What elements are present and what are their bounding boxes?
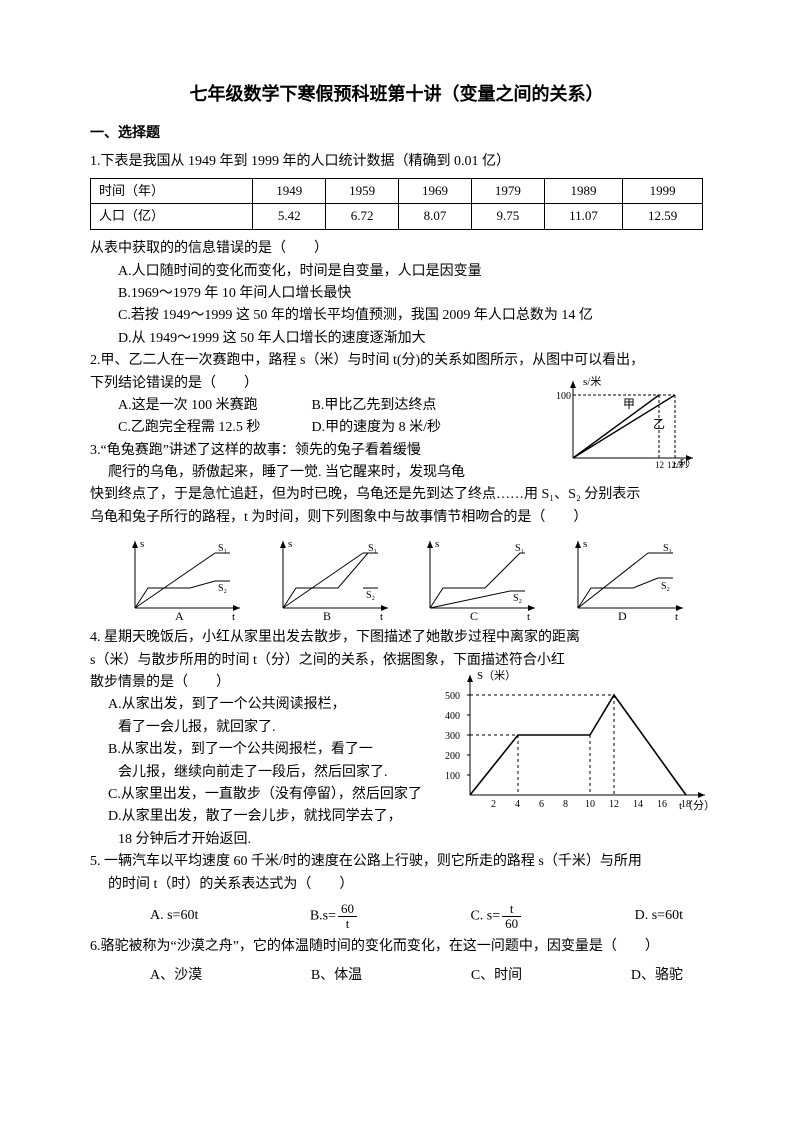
table-cell: 12.59	[623, 204, 703, 230]
svg-text:D: D	[618, 609, 627, 623]
q3-l3: 快到终点了，于是急忙追赶，但为时已晚，乌龟还是先到达了终点……用 S₁、S₂ 分…	[90, 484, 703, 506]
svg-text:14: 14	[633, 799, 643, 810]
table-header: 1979	[471, 178, 544, 204]
table-header: 1949	[253, 178, 326, 204]
q1-stem: 1.下表是我国从 1949 年到 1999 年的人口统计数据（精确到 0.01 …	[90, 151, 703, 173]
q2-optC: C.乙跑完全程需 12.5 秒	[118, 417, 308, 439]
table-header: 1989	[544, 178, 623, 204]
svg-text:S₂: S₂	[366, 590, 375, 601]
svg-text:S₁: S₁	[368, 543, 377, 554]
table-cell: 人口（亿）	[91, 204, 253, 230]
svg-text:S₁: S₁	[515, 543, 524, 554]
q6-optC: C、时间	[471, 965, 522, 987]
table-header: 1969	[399, 178, 472, 204]
q2-optA: A.这是一次 100 米赛跑	[118, 395, 308, 417]
section-heading: 一、选择题	[90, 123, 703, 145]
svg-text:18: 18	[681, 799, 691, 810]
svg-text:s/米: s/米	[583, 375, 601, 388]
svg-text:S₂: S₂	[218, 583, 227, 594]
svg-text:乙: 乙	[653, 417, 665, 431]
svg-text:2: 2	[491, 799, 496, 810]
q5-optD: D. s=60t	[635, 905, 683, 927]
svg-text:6: 6	[539, 799, 544, 810]
q4-optA: A.从家出发，到了一个公共阅读报栏，	[90, 694, 448, 716]
svg-text:S₁: S₁	[663, 543, 672, 554]
svg-text:12.5: 12.5	[667, 460, 683, 468]
svg-text:甲: 甲	[623, 397, 635, 411]
q4-chart: S（米） t（分） 100 200 300 400 500 2 4 6 8 10…	[435, 665, 715, 815]
svg-text:A: A	[175, 609, 184, 623]
q6-optD: D、骆驼	[631, 965, 683, 987]
q6-stem: 6.骆驼被称为“沙漠之舟”，它的体温随时间的变化而变化，在这一问题中，因变量是（…	[90, 936, 703, 958]
q4-stem1: 4. 星期天晚饭后，小红从家里出发去散步，下图描述了她散步过程中离家的距离	[90, 627, 703, 649]
q3-chartB: s t S₁ S₂ B	[268, 533, 398, 623]
svg-text:500: 500	[445, 691, 460, 702]
q3-chartC: s t S₁ S₂ C	[415, 533, 545, 623]
table-cell: 11.07	[544, 204, 623, 230]
svg-text:s: s	[140, 538, 144, 550]
q4-optA2: 看了一会儿报，就回家了.	[90, 717, 458, 739]
q1-optA: A.人口随时间的变化而变化，时间是自变量，人口是因变量	[90, 261, 703, 283]
svg-text:100: 100	[445, 771, 460, 782]
svg-text:16: 16	[657, 799, 667, 810]
table-header: 1959	[326, 178, 399, 204]
q4-optD2: 18 分钟后才开始返回.	[90, 829, 703, 851]
svg-text:B: B	[323, 609, 331, 623]
q3-l4: 乌龟和兔子所行的路程，t 为时间，则下列图象中与故事情节相吻合的是（ ）	[90, 507, 703, 529]
q5-l1: 5. 一辆汽车以平均速度 60 千米/时的速度在公路上行驶，则它所走的路程 s（…	[90, 851, 703, 873]
svg-text:8: 8	[563, 799, 568, 810]
svg-text:t: t	[527, 611, 530, 623]
table-cell: 9.75	[471, 204, 544, 230]
q3-chartA: s t S₁ S₂ A	[120, 533, 250, 623]
svg-text:C: C	[470, 609, 478, 623]
q2-optB: B.甲比乙先到达终点	[312, 398, 437, 413]
q5-optC: C. s=t60	[470, 902, 523, 930]
q5-optB: B.s=60t	[310, 902, 359, 930]
svg-text:12: 12	[655, 460, 664, 468]
svg-text:300: 300	[445, 731, 460, 742]
q1-table: 时间（年） 1949 1959 1969 1979 1989 1999 人口（亿…	[90, 178, 703, 231]
svg-text:200: 200	[445, 751, 460, 762]
table-cell: 6.72	[326, 204, 399, 230]
table-header: 1999	[623, 178, 703, 204]
svg-text:10: 10	[585, 799, 595, 810]
svg-text:s: s	[583, 538, 587, 550]
q4-optB2: 会儿报，继续向前走了一段后，然后回家了.	[90, 762, 458, 784]
q1-lead: 从表中获取的的信息错误的是（ ）	[90, 238, 703, 260]
svg-text:s: s	[288, 538, 292, 550]
table-cell: 5.42	[253, 204, 326, 230]
q6-optA: A、沙漠	[150, 965, 202, 987]
q2-stem2: 下列结论错误的是（ ）	[90, 373, 545, 395]
page-title: 七年级数学下寒假预科班第十讲（变量之间的关系）	[90, 80, 703, 109]
q3-l2: 爬行的乌龟，骄傲起来，睡了一觉. 当它醒来时，发现乌龟	[90, 462, 545, 484]
q3-chartD: s t S₁ S₂ D	[563, 533, 693, 623]
svg-text:S（米）: S（米）	[477, 669, 516, 682]
table-cell: 8.07	[399, 204, 472, 230]
q4-optB: B.从家出发，到了一个公共阅报栏，看了一	[90, 739, 448, 761]
q1-optC: C.若按 1949～1999 这 50 年的增长平均值预测，我国 2009 年人…	[90, 305, 703, 327]
table-header: 时间（年）	[91, 178, 253, 204]
q2-optD: D.甲的速度为 8 米/秒	[312, 420, 442, 435]
svg-text:12: 12	[609, 799, 619, 810]
svg-text:t: t	[675, 611, 678, 623]
svg-text:100: 100	[556, 391, 571, 402]
q1-optB: B.1969～1979 年 10 年间人口增长最快	[90, 283, 703, 305]
svg-text:S₁: S₁	[218, 543, 227, 554]
q6-optB: B、体温	[311, 965, 362, 987]
svg-text:S₂: S₂	[661, 581, 670, 592]
svg-text:t: t	[380, 611, 383, 623]
svg-text:S₂: S₂	[513, 593, 522, 604]
svg-text:s: s	[435, 538, 439, 550]
q2-stem1: 2.甲、乙二人在一次赛跑中，路程 s（米）与时间 t(分)的关系如图所示，从图中…	[90, 350, 703, 372]
q5-optA: A. s=60t	[150, 905, 198, 927]
svg-text:400: 400	[445, 711, 460, 722]
q3-l1: 3.“龟兔赛跑”讲述了这样的故事：领先的兔子看着缓慢	[90, 440, 545, 462]
q2-chart: s/米 t/秒 100 12 12.5 甲 乙	[553, 373, 703, 468]
svg-text:4: 4	[515, 799, 520, 810]
q5-l2: 的时间 t（时）的关系表达式为（ ）	[90, 874, 703, 896]
q1-optD: D.从 1949～1999 这 50 年人口增长的速度逐渐加大	[90, 328, 703, 350]
svg-text:t: t	[232, 611, 235, 623]
